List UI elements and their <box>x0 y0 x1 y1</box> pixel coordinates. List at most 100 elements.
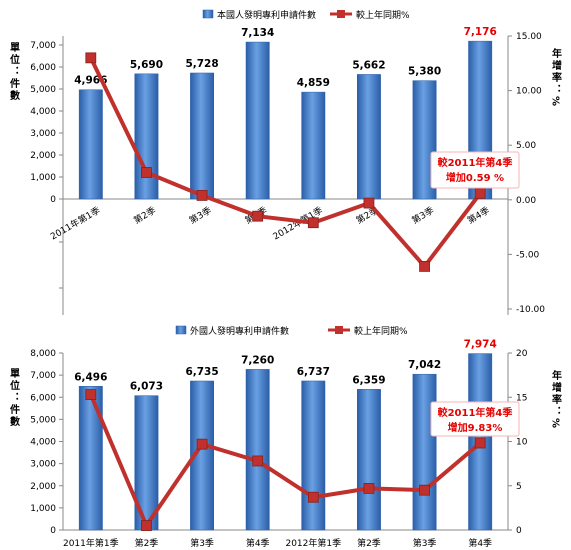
left-tick-label: 5,000 <box>30 415 56 425</box>
left-tick-label: 5,000 <box>30 85 56 95</box>
right-tick-label: 0 <box>516 526 522 536</box>
right-tick-label: -5.00 <box>516 250 540 260</box>
left-tick-label: 8,000 <box>30 349 56 359</box>
bar-value-label: 4,859 <box>297 77 330 89</box>
growth-rate-line <box>89 56 482 269</box>
left-tick-label: 0 <box>50 195 56 205</box>
line-point <box>474 187 486 199</box>
category-label: 第4季 <box>468 537 492 549</box>
category-label: 第2季 <box>357 537 381 549</box>
chart-foreign-applications: 0 1,000 2,000 3,000 4,000 5,000 6,000 7,000 8,00… <box>8 325 562 549</box>
left-tick-label: 3,000 <box>30 129 56 139</box>
left-tick-label: 7,000 <box>30 371 56 381</box>
legend-bar-swatch <box>202 9 214 19</box>
bar <box>412 373 437 531</box>
bar <box>134 73 159 200</box>
left-tick-label: 7,000 <box>30 41 56 51</box>
category-label: 2011年第1季 <box>63 537 119 549</box>
legend-bar-label: 本國人發明專利申請件數 <box>217 9 316 21</box>
line-point <box>196 190 208 201</box>
line-point <box>419 261 430 272</box>
bar-value-label: 6,735 <box>185 366 218 378</box>
right-tick-label: 5 <box>516 482 522 492</box>
category-label: 第3季 <box>187 204 214 226</box>
bar <box>357 389 381 531</box>
legend-bar-label: 外國人發明專利申請件數 <box>190 325 289 337</box>
category-label: 2012年第1季 <box>285 537 341 549</box>
bar-value-label: 7,974 <box>464 339 497 351</box>
annotation-box <box>430 151 520 189</box>
left-tick-label: 4,000 <box>30 438 56 448</box>
legend-bar-swatch <box>175 325 187 335</box>
line-point <box>252 455 264 467</box>
line-point <box>141 520 152 531</box>
bar <box>301 91 326 200</box>
bar-value-label: 5,690 <box>130 59 163 71</box>
right-tick-label: 15.00 <box>516 32 542 42</box>
bar-value-label: 6,359 <box>352 374 385 386</box>
left-tick-label: 4,000 <box>30 107 56 117</box>
line-point <box>252 210 264 222</box>
right-tick-label: 10 <box>516 438 528 448</box>
right-tick-label: 0.00 <box>516 196 536 206</box>
annotation-line-1: 較2011年第4季 <box>438 406 514 419</box>
category-label: 第3季 <box>410 204 437 226</box>
annotation-line-2: 增加0.59 % <box>446 171 504 184</box>
bar-value-label: 5,662 <box>352 59 385 71</box>
legend-line-marker <box>337 10 345 18</box>
line-point <box>363 197 375 209</box>
bar-value-label: 7,176 <box>464 26 497 38</box>
annotation-box <box>430 401 520 437</box>
growth-rate-line <box>88 393 482 528</box>
line-point <box>141 167 152 178</box>
left-tick-label: 6,000 <box>30 63 56 73</box>
bar <box>412 80 437 200</box>
line-point <box>307 217 319 229</box>
legend-line-label: 較上年同期% <box>356 9 410 21</box>
bar <box>190 72 214 200</box>
right-tick-label: 20 <box>516 349 528 359</box>
bar <box>245 41 270 200</box>
line-point <box>307 491 319 503</box>
right-tick-label: 10.00 <box>516 87 542 97</box>
bar-value-label: 6,073 <box>130 381 163 393</box>
left-tick-label: 6,000 <box>30 393 56 403</box>
category-label: 第4季 <box>246 537 270 549</box>
bar-value-label: 5,380 <box>408 66 441 78</box>
bar <box>190 380 214 531</box>
bar-value-label: 7,042 <box>408 359 441 371</box>
chart-domestic-applications: 0 1,000 2,000 3,000 4,000 5,000 6,000 7,000 -10.… <box>8 9 562 315</box>
left-tick-label: 1,000 <box>30 173 56 183</box>
category-label: 第3季 <box>413 537 437 549</box>
bar <box>357 74 381 200</box>
bar-value-label: 6,737 <box>297 366 330 378</box>
line-point <box>474 437 486 449</box>
line-point <box>85 52 97 64</box>
annotation-line-1: 較2011年第4季 <box>438 156 514 169</box>
bar-value-label: 7,260 <box>241 354 274 366</box>
category-label: 第2季 <box>131 204 158 226</box>
left-tick-label: 1,000 <box>30 504 56 514</box>
left-tick-label: 0 <box>50 526 56 536</box>
legend-line-marker <box>335 326 343 334</box>
bar-value-label: 5,728 <box>185 58 218 70</box>
left-axis-title: 單位：件數 <box>8 368 20 428</box>
bar <box>245 369 270 531</box>
left-tick-label: 2,000 <box>30 151 56 161</box>
line-point <box>85 389 97 400</box>
category-label: 2011年第1季 <box>48 204 102 242</box>
left-tick-label: 2,000 <box>30 482 56 492</box>
bar-value-label: 6,496 <box>74 371 107 383</box>
left-tick-label: 3,000 <box>30 460 56 470</box>
bar <box>301 380 326 531</box>
category-label: 第2季 <box>135 537 159 549</box>
right-axis-title: 年增率：% <box>550 369 562 430</box>
right-tick-label: -10.00 <box>516 305 545 315</box>
bar <box>78 386 103 531</box>
line-point <box>196 438 208 450</box>
line-point <box>363 483 375 494</box>
right-tick-label: 15 <box>516 393 527 403</box>
annotation-line-2: 增加9.83% <box>448 421 503 434</box>
line-point <box>419 484 430 496</box>
